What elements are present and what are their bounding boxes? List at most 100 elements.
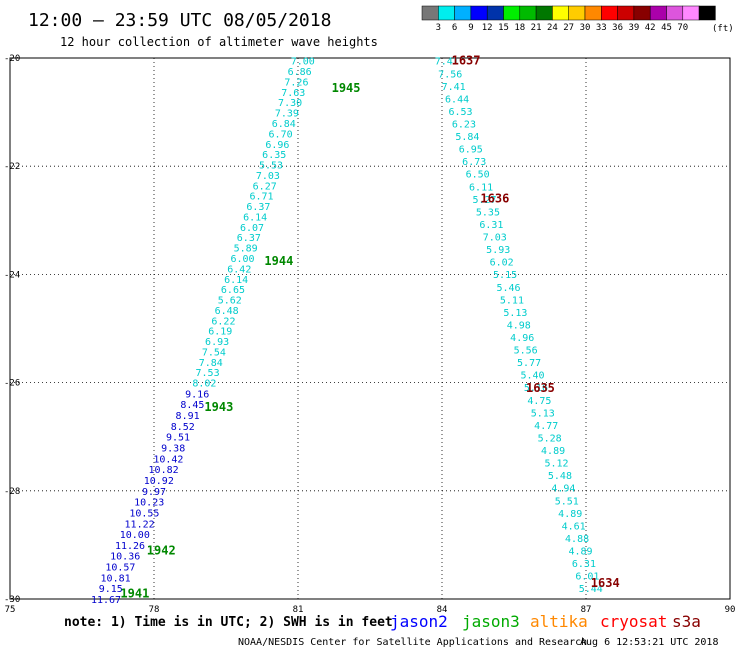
- swh-value: 10.42: [153, 454, 183, 465]
- swh-value: 4.98: [507, 320, 531, 331]
- swh-value: 9.97: [142, 487, 166, 498]
- swh-value: 4.96: [510, 333, 534, 344]
- swh-value: 6.95: [459, 145, 483, 156]
- footer-timestamp: Aug 6 12:53:21 UTC 2018: [580, 637, 718, 648]
- footer-credit: NOAA/NESDIS Center for Satellite Applica…: [238, 637, 587, 648]
- time-label: 1941: [120, 587, 149, 601]
- swh-value: 6.14: [243, 212, 267, 223]
- colorbar-label: 33: [596, 23, 607, 33]
- swh-value: 7.53: [196, 368, 220, 379]
- legend-cryosat: cryosat: [600, 612, 667, 631]
- time-label: 1636: [480, 192, 509, 206]
- swh-value: 5.11: [500, 295, 524, 306]
- colorbar-swatch: [519, 5, 537, 21]
- swh-value: 5.40: [520, 371, 544, 382]
- swh-value: 7.41: [442, 82, 466, 93]
- swh-value: 6.84: [272, 119, 296, 130]
- swh-value: 5.28: [538, 433, 562, 444]
- swh-value: 5.35: [476, 207, 500, 218]
- swh-value: 6.19: [208, 327, 232, 338]
- time-label: 1637: [452, 54, 481, 68]
- swh-value: 7.56: [438, 69, 462, 80]
- swh-value: 5.53: [259, 161, 283, 172]
- swh-value: 5.15: [493, 270, 517, 281]
- page-subtitle: 12 hour collection of altimeter wave hei…: [60, 35, 378, 49]
- colorbar-label: 21: [531, 23, 542, 33]
- swh-value: 6.31: [479, 220, 503, 231]
- colorbar-swatch: [666, 5, 684, 21]
- swh-value: 6.22: [211, 316, 235, 327]
- swh-value: 6.35: [262, 150, 286, 161]
- swh-value: 6.71: [249, 192, 273, 203]
- grid-lines: [10, 58, 730, 599]
- x-tick-labels: 75 78 81 84 87 90: [5, 605, 736, 615]
- swh-value: 7.54: [202, 347, 226, 358]
- x-tick-label: 87: [581, 605, 592, 615]
- swh-value: 5.93: [486, 245, 510, 256]
- colorbar-label: 27: [563, 23, 574, 33]
- x-tick-label: 78: [149, 605, 160, 615]
- swh-value: 6.50: [466, 170, 490, 181]
- colorbar-label: 70: [677, 23, 688, 33]
- swh-value: 5.13: [503, 308, 527, 319]
- x-tick-label: 81: [293, 605, 304, 615]
- swh-value: 7.00: [291, 57, 315, 68]
- legend-altika: altika: [530, 612, 588, 631]
- swh-value: 10.55: [129, 508, 159, 519]
- swh-value: 6.02: [490, 258, 514, 269]
- swh-value: 5.51: [555, 496, 579, 507]
- swh-value: 5.62: [218, 296, 242, 307]
- swh-value: 6.86: [288, 67, 312, 78]
- swh-value: 8.45: [180, 400, 204, 411]
- colorbar-label: 12: [482, 23, 493, 33]
- satellite-legend: jason2 jason3 altika cryosat s3a: [390, 612, 701, 631]
- y-tick-label: -24: [4, 270, 20, 280]
- swh-value: 5.27: [472, 195, 496, 206]
- swh-value: 4.94: [551, 484, 575, 495]
- swh-value: 5.89: [234, 244, 258, 255]
- colorbar-swatch: [438, 5, 455, 21]
- time-label: 1634: [591, 576, 620, 590]
- colorbar-unit: (ft): [712, 24, 734, 34]
- time-label: 1944: [264, 254, 293, 268]
- swh-value: 7.30: [278, 98, 302, 109]
- swh-value: 5.48: [548, 471, 572, 482]
- swh-value: 6.48: [215, 306, 239, 317]
- colorbar-swatch: [633, 5, 651, 21]
- time-label: 1942: [147, 543, 176, 557]
- swh-value: 5.13: [531, 408, 555, 419]
- swh-value: 10.81: [101, 573, 131, 584]
- swh-value: 6.37: [246, 202, 270, 213]
- swh-value: 6.07: [240, 223, 264, 234]
- x-tick-label: 75: [5, 605, 16, 615]
- swh-value: 5.84: [455, 132, 479, 143]
- colorbar-swatch: [682, 5, 700, 21]
- swh-value: 9.16: [185, 389, 209, 400]
- swh-value: 6.93: [205, 337, 229, 348]
- colorbar-label: 3: [436, 23, 441, 33]
- swh-value: 6.44: [445, 94, 469, 105]
- swh-value: 6.14: [224, 275, 248, 286]
- swh-value: 10.00: [120, 530, 150, 541]
- swh-value: 10.82: [149, 465, 179, 476]
- swh-value: 9.15: [99, 584, 123, 595]
- swh-value: 11.22: [125, 519, 155, 530]
- colorbar-swatch: [617, 5, 635, 21]
- colorbar-swatch: [552, 5, 569, 21]
- page-title: 12:00 – 23:59 UTC 08/05/2018: [28, 10, 331, 31]
- colorbar-swatch: [486, 5, 504, 21]
- swh-value: 7.63: [281, 88, 305, 99]
- swh-value: 4.89: [541, 446, 565, 457]
- time-labels: 1945 1944 1943 1942 1941 1637 1636 1635 1634: [120, 54, 619, 601]
- colorbar-swatch: [649, 5, 667, 21]
- colorbar-swatch: [454, 5, 472, 21]
- y-tick-label: -28: [4, 487, 20, 497]
- colorbar-swatch: [535, 5, 553, 21]
- y-tick-label: -22: [4, 162, 20, 172]
- plot-frame: [9, 57, 731, 600]
- swh-value: 7.26: [284, 77, 308, 88]
- colorbar-label: 30: [580, 23, 591, 33]
- swh-value: 4.77: [534, 421, 558, 432]
- swh-value: 4.61: [562, 521, 586, 532]
